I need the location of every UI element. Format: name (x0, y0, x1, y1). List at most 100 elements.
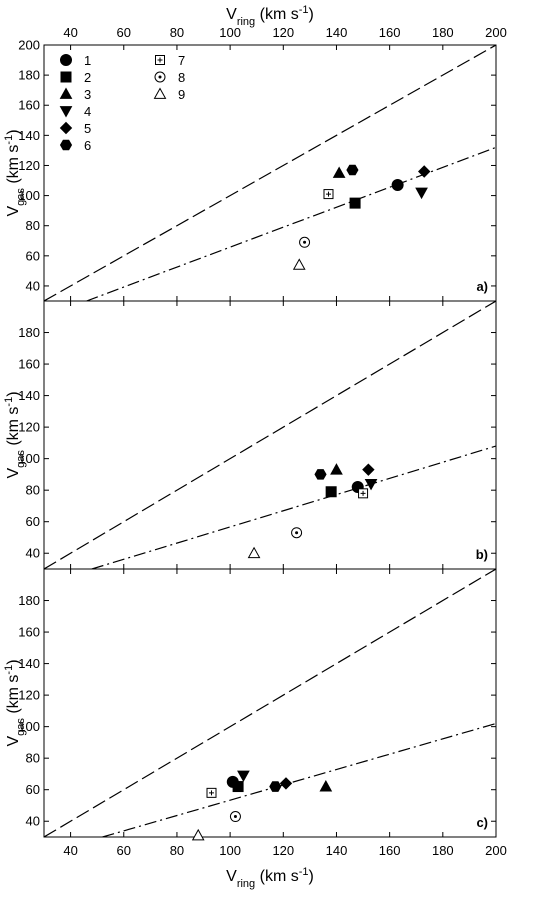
marker (237, 770, 250, 783)
x-tick-label: 100 (219, 843, 241, 858)
panel-label: b) (476, 547, 488, 562)
marker (299, 236, 311, 248)
panel-label: c) (476, 815, 488, 830)
marker-shape (59, 106, 73, 118)
axis-title-part: ring (237, 16, 255, 28)
axis-title-part: V (226, 868, 237, 885)
marker (358, 488, 369, 499)
axis-title-part: -1 (299, 4, 309, 16)
marker-shape (362, 463, 375, 476)
marker (292, 258, 306, 270)
y-tick-label: 160 (18, 357, 40, 372)
marker-shape (247, 546, 261, 559)
x-tick-label: 80 (170, 843, 184, 858)
axis-title-part: -1 (3, 397, 15, 407)
marker (349, 197, 361, 209)
marker (415, 187, 428, 200)
x-tick-label: 160 (379, 843, 401, 858)
marker (332, 166, 346, 178)
x-tick-label: 120 (272, 25, 294, 40)
y-tick-label: 60 (26, 514, 40, 529)
x-tick-label: 100 (219, 25, 241, 40)
x-tick-label: 200 (485, 843, 507, 858)
marker (418, 165, 431, 178)
marker-shape (232, 781, 244, 793)
marker (391, 179, 404, 192)
x-tick-label: 120 (272, 843, 294, 858)
legend-marker (155, 55, 165, 65)
x-tick-label: 200 (485, 25, 507, 40)
axis-title-part: (km s (5, 407, 22, 451)
legend-label: 8 (178, 70, 185, 85)
marker (325, 486, 337, 498)
y-tick-label: 180 (18, 593, 40, 608)
legend-marker (59, 87, 73, 99)
fit-line (102, 722, 496, 837)
marker-shape (59, 121, 73, 135)
marker (362, 463, 375, 476)
fit-line (91, 445, 496, 569)
y-tick-label: 40 (26, 546, 40, 561)
y-tick-label: 120 (18, 158, 40, 173)
marker-shape (209, 790, 215, 796)
axis-title-part: ring (237, 878, 255, 890)
marker-shape (349, 197, 361, 209)
marker-shape (153, 87, 167, 99)
marker (364, 478, 378, 491)
y-tick-label: 200 (18, 38, 40, 53)
marker-shape (233, 815, 237, 819)
legend-marker (59, 139, 73, 151)
plot-frame (43, 568, 497, 838)
y-tick-label: 60 (26, 782, 40, 797)
axis-title-part: (km s (255, 6, 299, 23)
y-tick-label: 140 (18, 656, 40, 671)
legend-marker (59, 121, 73, 135)
marker (330, 463, 343, 475)
marker (319, 780, 333, 792)
legend-label: 7 (178, 53, 185, 68)
marker-shape (60, 71, 72, 83)
x-tick-label: 60 (117, 25, 131, 40)
x-tick-label: 60 (117, 843, 131, 858)
x-tick-label: 80 (170, 25, 184, 40)
marker-shape (157, 57, 163, 63)
y-tick-label: 100 (18, 451, 40, 466)
legend-label: 3 (84, 87, 91, 102)
axis-title: Vgas (km s-1) (3, 659, 27, 746)
legend-label: 2 (84, 70, 91, 85)
y-tick-label: 80 (26, 751, 40, 766)
marker-shape (325, 191, 331, 197)
axis-title-part: ) (5, 659, 22, 664)
fit-line (44, 45, 496, 301)
marker-shape (237, 770, 250, 783)
axis-title-part: -1 (299, 866, 309, 878)
axis-title-part: ) (5, 129, 22, 134)
legend-label: 9 (178, 87, 185, 102)
marker-shape (292, 258, 306, 270)
marker-shape (364, 478, 378, 491)
marker-shape (391, 179, 404, 192)
marker-shape (314, 469, 327, 480)
y-tick-label: 40 (26, 278, 40, 293)
fit-line (86, 146, 496, 301)
axis-title-part: -1 (3, 135, 15, 145)
axis-title: Vgas (km s-1) (3, 391, 27, 478)
axis-title-part: (km s (255, 868, 299, 885)
marker-shape (346, 164, 359, 176)
legend-marker (59, 106, 73, 118)
fit-line (44, 301, 496, 569)
legend-label: 5 (84, 121, 91, 136)
marker-shape (415, 187, 428, 200)
marker (247, 546, 261, 559)
y-tick-label: 140 (18, 128, 40, 143)
axis-title-part: gas (15, 450, 27, 468)
axis-title-part: V (226, 6, 237, 23)
axis-title-part: (km s (5, 675, 22, 719)
y-tick-label: 80 (26, 483, 40, 498)
axis-title: Vring (km s-1) (226, 4, 314, 28)
legend-marker (153, 87, 167, 99)
marker (323, 189, 334, 200)
marker (291, 527, 303, 539)
legend-label: 6 (84, 138, 91, 153)
